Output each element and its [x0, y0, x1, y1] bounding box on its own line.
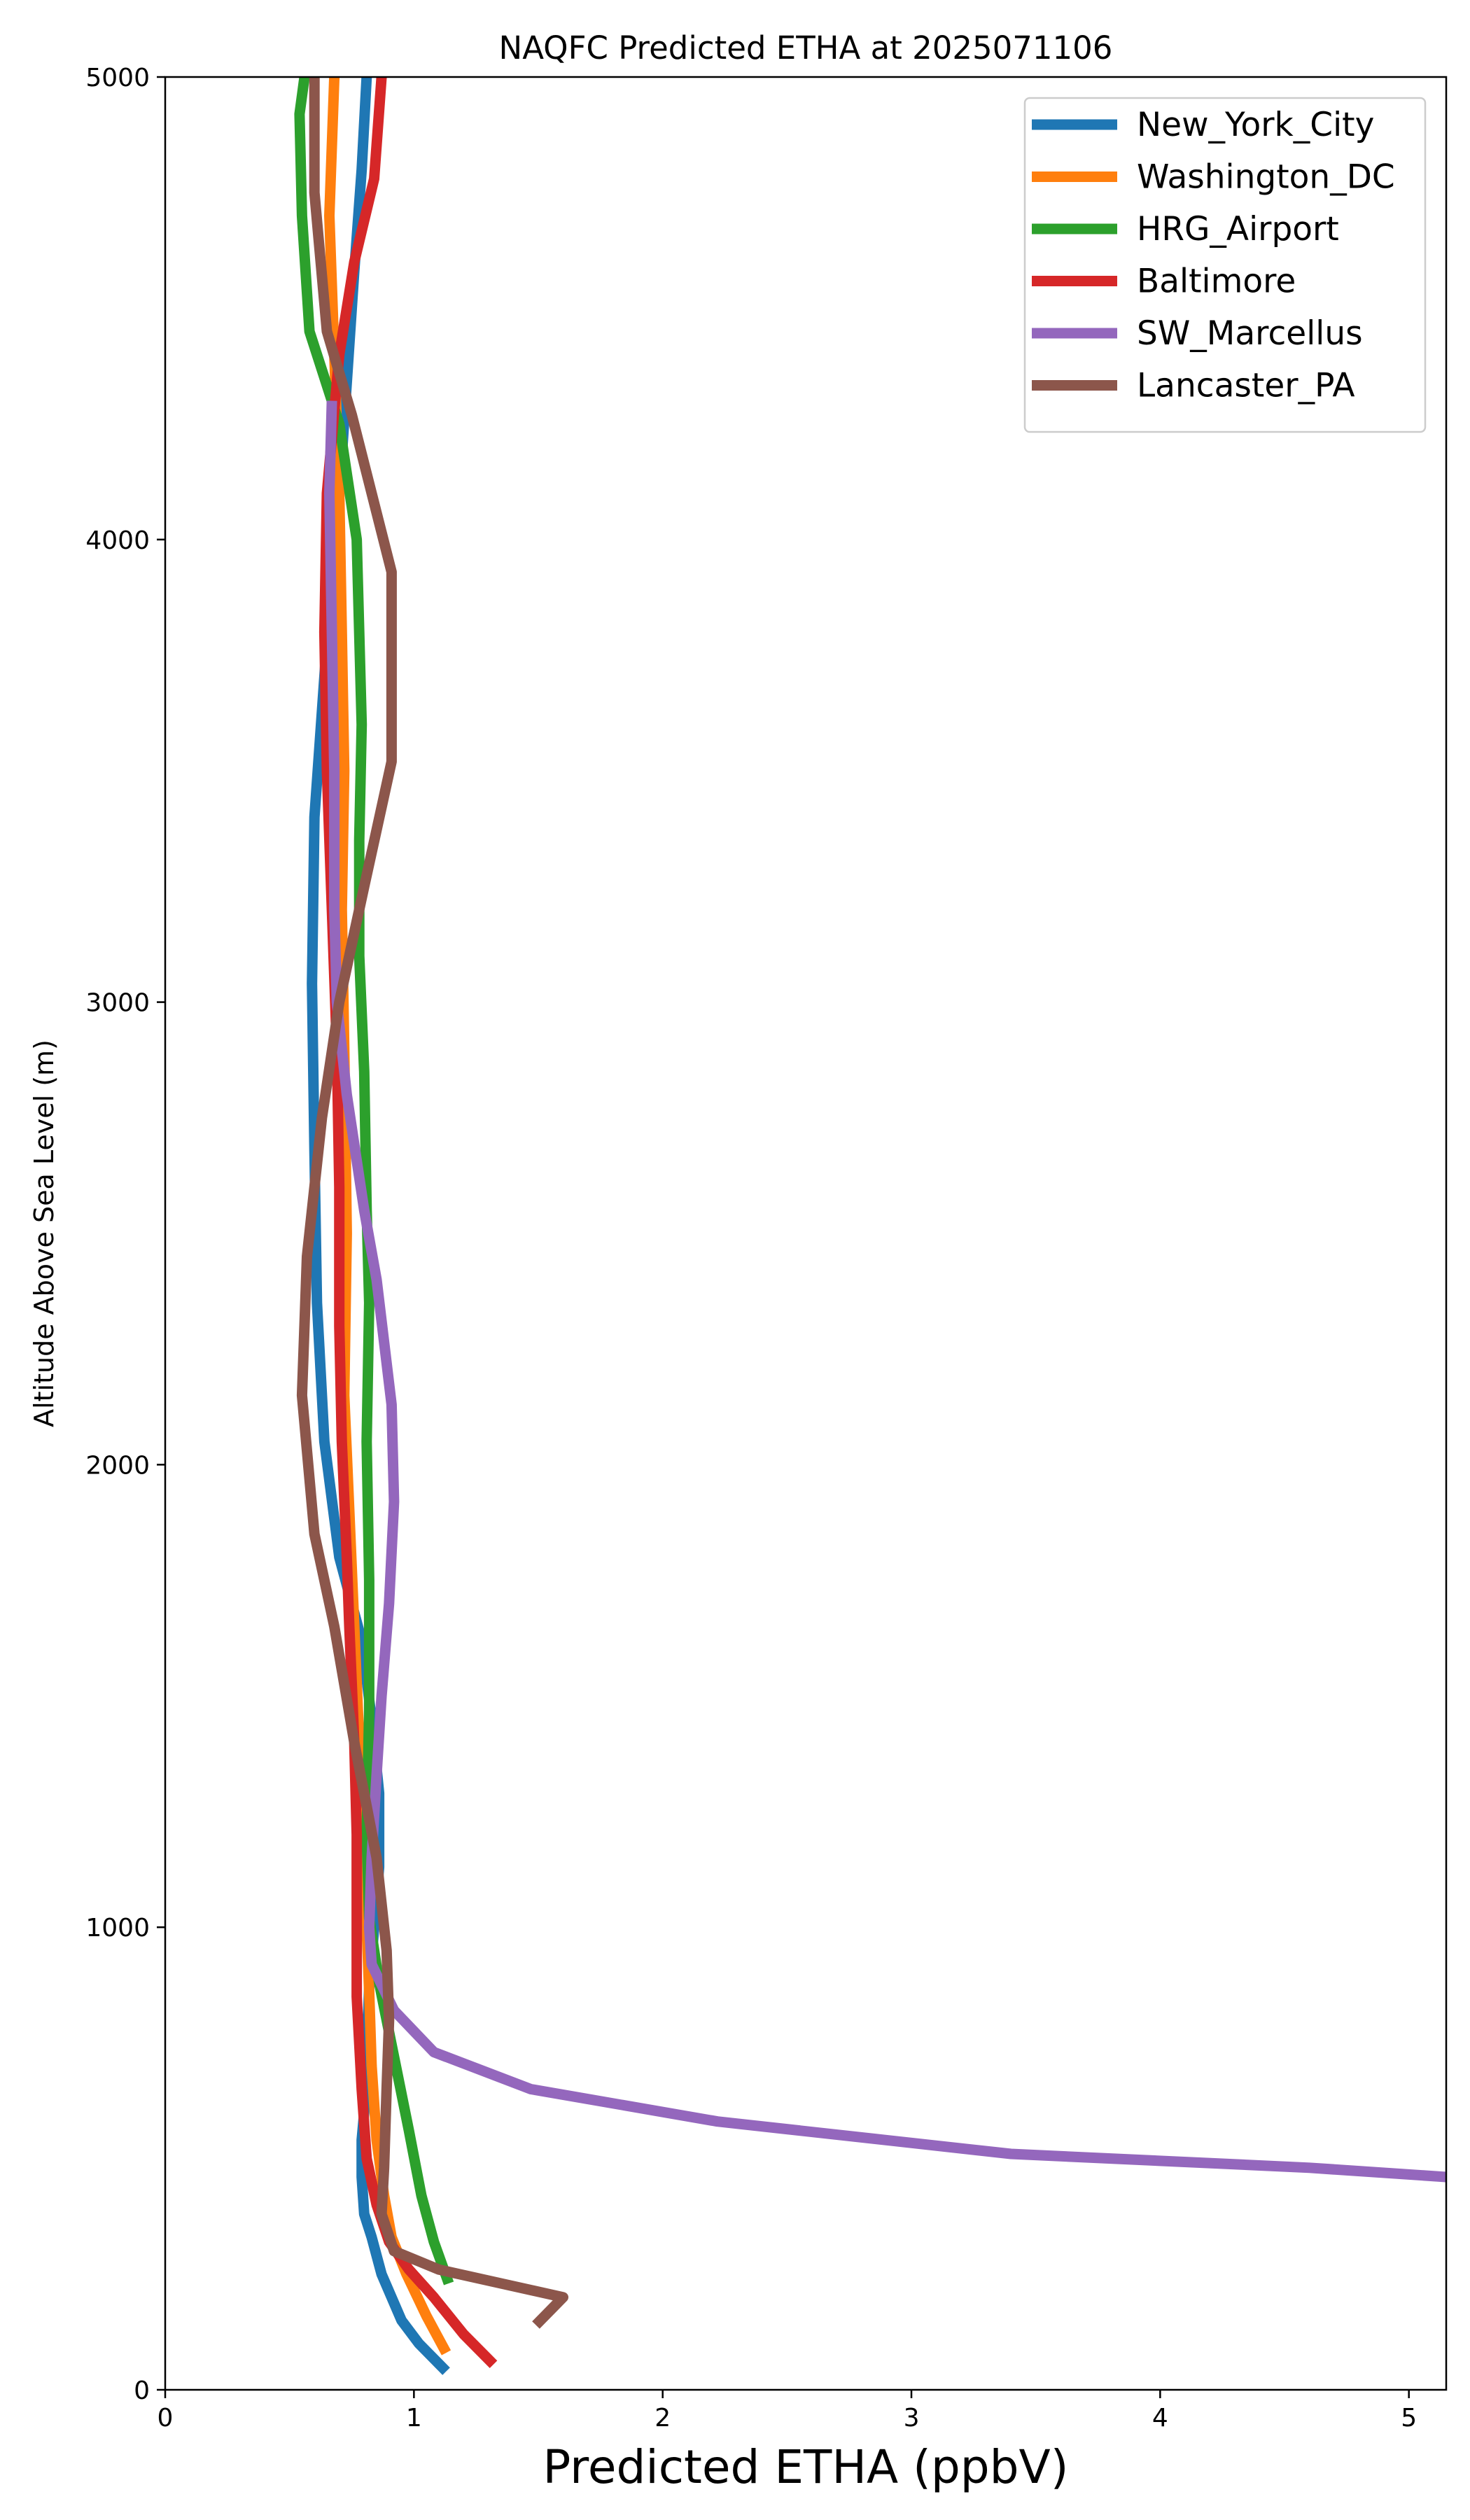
y-axis-label: Altitude Above Sea Level (m): [29, 1040, 59, 1427]
plot-area-frame: [164, 76, 1448, 2391]
y-axis: 0 1000 2000 3000 4000 5000: [85, 64, 165, 2405]
series-layer: [294, 77, 1446, 2375]
x-tick-label: 4: [1152, 2404, 1168, 2432]
y-tick-label: 5000: [85, 64, 150, 92]
x-tick-label: 0: [158, 2404, 174, 2432]
series-line-lancaster-pa: [296, 77, 568, 2329]
y-tick-label: 0: [134, 2376, 150, 2405]
chart-title: NAQFC Predicted ETHA at 2025071106: [499, 29, 1113, 66]
x-tick-label: 2: [654, 2404, 671, 2432]
legend-label: New_York_City: [1137, 106, 1374, 144]
legend-label: Lancaster_PA: [1137, 367, 1355, 405]
x-tick-label: 3: [904, 2404, 920, 2432]
legend-box: [1023, 97, 1427, 433]
y-tick-label: 4000: [85, 526, 150, 555]
series-line-hrg-airport: [294, 77, 454, 2286]
legend-label: Washington_DC: [1137, 158, 1395, 197]
x-axis: 0 1 2 3 4 5: [158, 2390, 1417, 2432]
series-line-sw-marcellus: [324, 400, 1446, 2183]
x-tick-label: 5: [1401, 2404, 1417, 2432]
legend-label: SW_Marcellus: [1137, 314, 1363, 353]
x-tick-label: 1: [406, 2404, 422, 2432]
legend-label: Baltimore: [1137, 262, 1296, 301]
y-tick-label: 3000: [85, 989, 150, 1018]
legend: New_York_City Washington_DC HRG_Airport Bal…: [1023, 97, 1427, 433]
legend-label: HRG_Airport: [1137, 210, 1339, 248]
y-tick-label: 2000: [85, 1451, 150, 1480]
y-tick-label: 1000: [85, 1914, 150, 1942]
x-axis-label: Predicted ETHA (ppbV): [543, 2440, 1069, 2494]
